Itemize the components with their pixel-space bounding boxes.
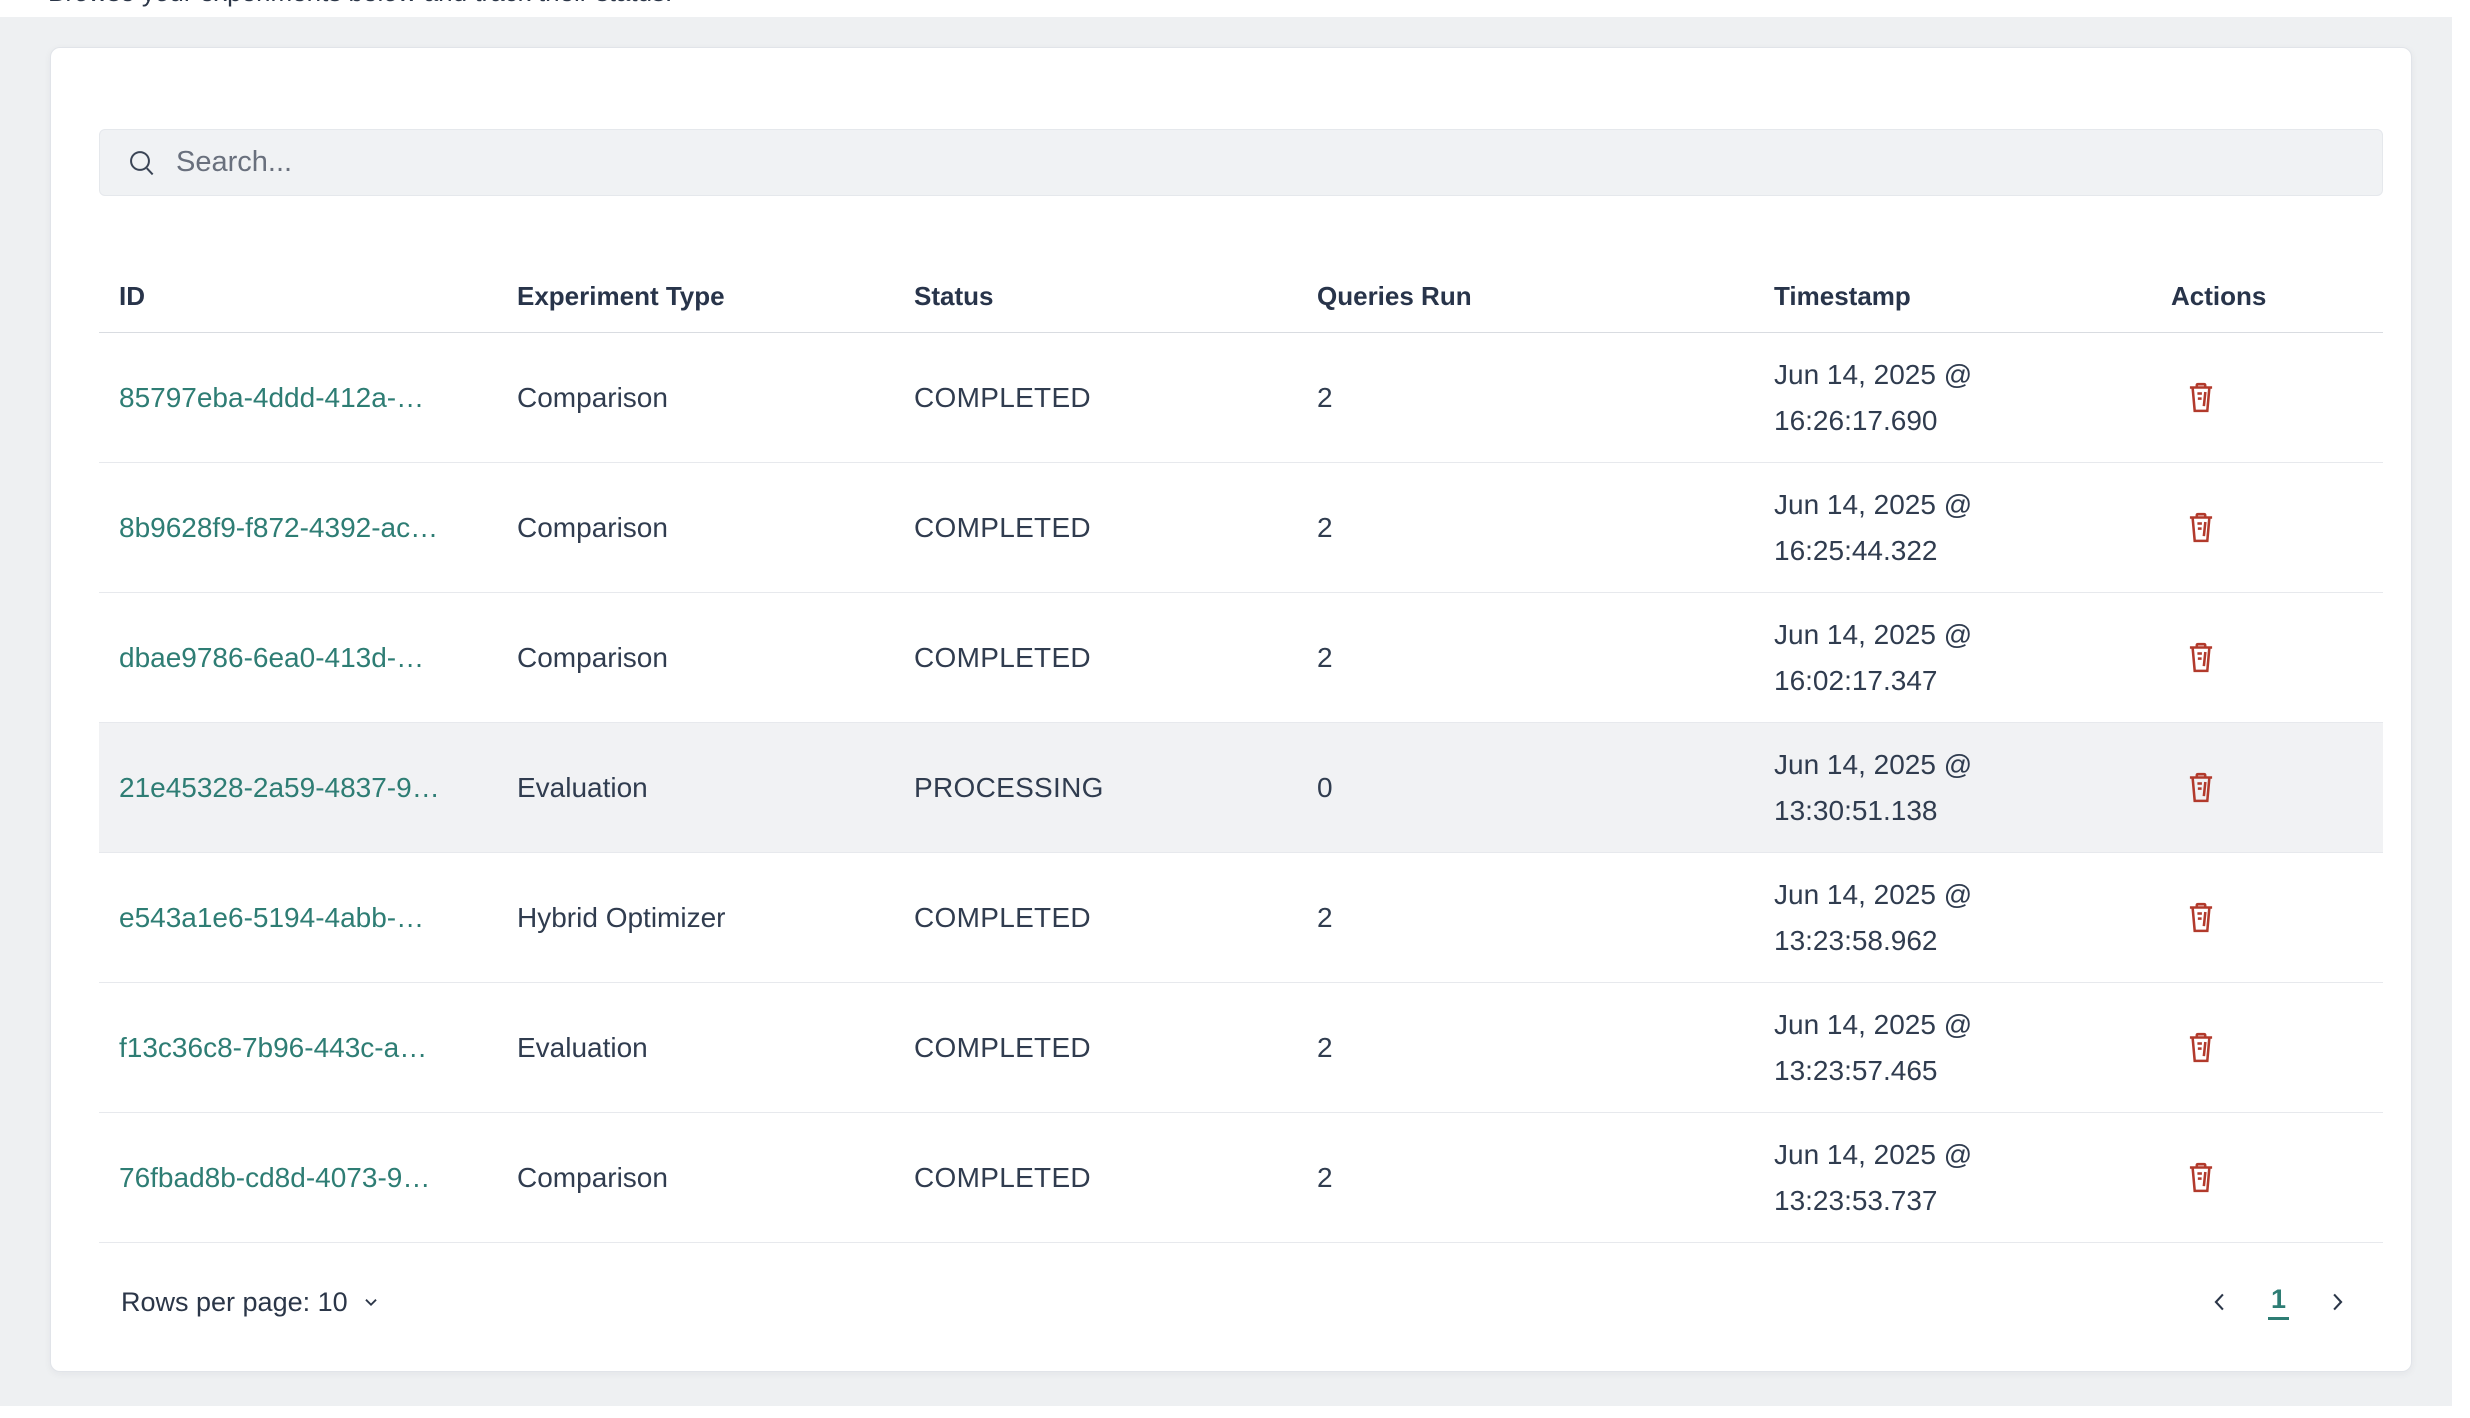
queries-run: 2 bbox=[1317, 1031, 1333, 1063]
queries-run: 0 bbox=[1317, 771, 1333, 803]
trash-icon bbox=[2189, 1162, 2213, 1192]
status-text: COMPLETED bbox=[914, 381, 1091, 413]
search-input[interactable] bbox=[176, 130, 2382, 195]
trash-icon bbox=[2189, 382, 2213, 412]
delete-button[interactable] bbox=[2175, 1022, 2227, 1074]
delete-button[interactable] bbox=[2175, 502, 2227, 554]
status-text: COMPLETED bbox=[914, 511, 1091, 543]
column-header-status: Status bbox=[914, 281, 994, 311]
status-text: COMPLETED bbox=[914, 1161, 1091, 1193]
experiment-type: Comparison bbox=[517, 641, 668, 673]
timestamp: Jun 14, 2025 @ 13:30:51.138 bbox=[1774, 748, 1973, 826]
status-text: COMPLETED bbox=[914, 1031, 1091, 1063]
experiments-table: ID Experiment Type Status Queries Run Ti… bbox=[99, 261, 2383, 1243]
trash-icon bbox=[2189, 1032, 2213, 1062]
table-row: f13c36c8-7b96-443c-a… Evaluation COMPLET… bbox=[99, 983, 2383, 1113]
next-page-button[interactable] bbox=[2319, 1284, 2355, 1320]
queries-run: 2 bbox=[1317, 381, 1333, 413]
timestamp: Jun 14, 2025 @ 13:23:57.465 bbox=[1774, 1008, 1973, 1086]
trash-icon bbox=[2189, 902, 2213, 932]
column-header-actions: Actions bbox=[2171, 281, 2267, 311]
table-row: 8b9628f9-f872-4392-ac… Comparison COMPLE… bbox=[99, 463, 2383, 593]
trash-icon bbox=[2189, 772, 2213, 802]
timestamp: Jun 14, 2025 @ 13:23:53.737 bbox=[1774, 1138, 1973, 1216]
experiment-id-link[interactable]: e543a1e6-5194-4abb-… bbox=[119, 901, 425, 933]
delete-button[interactable] bbox=[2175, 1152, 2227, 1204]
table-row: dbae9786-6ea0-413d-… Comparison COMPLETE… bbox=[99, 593, 2383, 723]
rows-per-page-select[interactable]: Rows per page: 10 bbox=[99, 1287, 382, 1318]
queries-run: 2 bbox=[1317, 901, 1333, 933]
experiment-id-link[interactable]: dbae9786-6ea0-413d-… bbox=[119, 641, 425, 673]
trash-icon bbox=[2189, 512, 2213, 542]
queries-run: 2 bbox=[1317, 511, 1333, 543]
search-bar[interactable] bbox=[99, 129, 2383, 196]
search-icon bbox=[130, 150, 154, 175]
delete-button[interactable] bbox=[2175, 372, 2227, 424]
experiment-type: Hybrid Optimizer bbox=[517, 901, 726, 933]
content-background: ID Experiment Type Status Queries Run Ti… bbox=[0, 17, 2452, 1406]
experiment-id-link[interactable]: 76fbad8b-cd8d-4073-9… bbox=[119, 1161, 431, 1193]
trash-icon bbox=[2189, 642, 2213, 672]
clipped-header-text: Browse your experiments below and track … bbox=[48, 0, 672, 7]
status-text: PROCESSING bbox=[914, 771, 1104, 803]
experiment-type: Evaluation bbox=[517, 1031, 648, 1063]
delete-button[interactable] bbox=[2175, 762, 2227, 814]
column-header-id: ID bbox=[119, 281, 145, 311]
column-header-timestamp: Timestamp bbox=[1774, 281, 1911, 311]
previous-page-button[interactable] bbox=[2202, 1284, 2238, 1320]
experiment-type: Comparison bbox=[517, 1161, 668, 1193]
delete-button[interactable] bbox=[2175, 892, 2227, 944]
queries-run: 2 bbox=[1317, 641, 1333, 673]
page-number-link[interactable]: 1 bbox=[2267, 1284, 2289, 1320]
rows-per-page-label: Rows per page: 10 bbox=[121, 1286, 348, 1317]
experiment-id-link[interactable]: 21e45328-2a59-4837-9… bbox=[119, 771, 440, 803]
timestamp: Jun 14, 2025 @ 16:02:17.347 bbox=[1774, 618, 1973, 696]
chevron-left-icon bbox=[2214, 1293, 2224, 1311]
table-footer: Rows per page: 10 1 bbox=[99, 1243, 2383, 1361]
column-header-queries-run: Queries Run bbox=[1317, 281, 1472, 311]
table-row: e543a1e6-5194-4abb-… Hybrid Optimizer CO… bbox=[99, 853, 2383, 983]
status-text: COMPLETED bbox=[914, 901, 1091, 933]
pagination: 1 bbox=[2202, 1284, 2383, 1320]
column-header-experiment-type: Experiment Type bbox=[517, 281, 725, 311]
timestamp: Jun 14, 2025 @ 13:23:58.962 bbox=[1774, 878, 1973, 956]
experiment-type: Evaluation bbox=[517, 771, 648, 803]
status-text: COMPLETED bbox=[914, 641, 1091, 673]
table-header-row: ID Experiment Type Status Queries Run Ti… bbox=[99, 261, 2383, 333]
table-row: 76fbad8b-cd8d-4073-9… Comparison COMPLET… bbox=[99, 1113, 2383, 1243]
table-row: 85797eba-4ddd-412a-… Comparison COMPLETE… bbox=[99, 333, 2383, 463]
chevron-right-icon bbox=[2333, 1293, 2343, 1311]
queries-run: 2 bbox=[1317, 1161, 1333, 1193]
experiments-card: ID Experiment Type Status Queries Run Ti… bbox=[50, 47, 2412, 1372]
clipped-header: Browse your experiments below and track … bbox=[0, 0, 2470, 17]
experiment-type: Comparison bbox=[517, 511, 668, 543]
experiment-id-link[interactable]: f13c36c8-7b96-443c-a… bbox=[119, 1031, 428, 1063]
chevron-down-icon bbox=[364, 1299, 377, 1307]
experiment-id-link[interactable]: 8b9628f9-f872-4392-ac… bbox=[119, 511, 439, 543]
delete-button[interactable] bbox=[2175, 632, 2227, 684]
experiment-type: Comparison bbox=[517, 381, 668, 413]
timestamp: Jun 14, 2025 @ 16:25:44.322 bbox=[1774, 488, 1973, 566]
experiment-id-link[interactable]: 85797eba-4ddd-412a-… bbox=[119, 381, 425, 413]
table-row: 21e45328-2a59-4837-9… Evaluation PROCESS… bbox=[99, 723, 2383, 853]
timestamp: Jun 14, 2025 @ 16:26:17.690 bbox=[1774, 358, 1973, 436]
